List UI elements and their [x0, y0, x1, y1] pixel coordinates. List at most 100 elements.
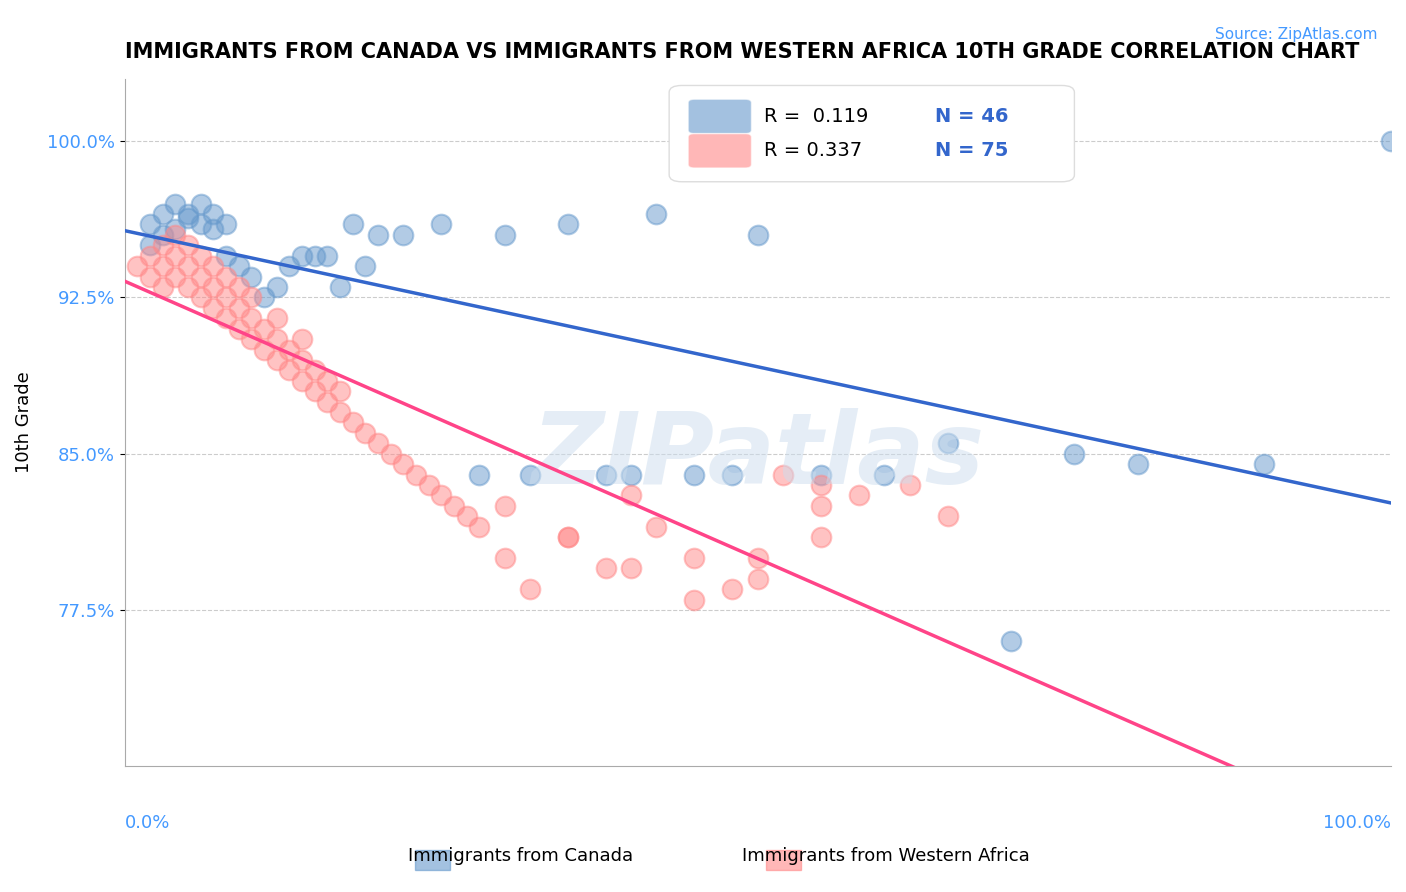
Point — [721, 467, 744, 482]
Point — [240, 311, 263, 326]
Point — [468, 467, 491, 482]
Point — [329, 280, 352, 294]
Point — [177, 259, 200, 273]
Point — [380, 447, 402, 461]
Point — [190, 196, 212, 211]
Point — [177, 280, 200, 294]
FancyBboxPatch shape — [688, 134, 751, 168]
Text: R = 0.337: R = 0.337 — [763, 141, 862, 161]
Point — [367, 436, 389, 450]
Point — [354, 425, 377, 440]
Point — [228, 301, 250, 315]
Point — [190, 269, 212, 284]
Point — [152, 259, 174, 273]
Point — [152, 238, 174, 252]
Point — [810, 478, 832, 492]
Point — [443, 499, 465, 513]
Point — [165, 196, 187, 211]
Point — [228, 321, 250, 335]
Point — [392, 227, 415, 242]
Point — [152, 207, 174, 221]
Point — [190, 249, 212, 263]
Point — [430, 488, 453, 502]
Point — [772, 467, 794, 482]
Point — [291, 353, 314, 368]
Point — [494, 550, 516, 565]
Text: 0.0%: 0.0% — [125, 814, 170, 832]
Point — [202, 301, 225, 315]
Point — [430, 218, 453, 232]
Point — [936, 436, 959, 450]
Point — [266, 353, 288, 368]
Point — [177, 207, 200, 221]
Point — [240, 269, 263, 284]
Text: Source: ZipAtlas.com: Source: ZipAtlas.com — [1215, 27, 1378, 42]
Point — [683, 592, 706, 607]
Point — [139, 218, 162, 232]
Point — [266, 332, 288, 346]
Point — [873, 467, 896, 482]
Point — [557, 530, 579, 544]
Point — [810, 467, 832, 482]
Point — [316, 374, 339, 388]
Point — [215, 290, 238, 304]
Point — [494, 227, 516, 242]
Point — [165, 269, 187, 284]
Point — [278, 343, 301, 357]
Point — [202, 221, 225, 235]
Point — [342, 416, 364, 430]
Point — [190, 218, 212, 232]
FancyBboxPatch shape — [669, 86, 1074, 182]
Point — [240, 332, 263, 346]
Point — [620, 561, 643, 575]
Point — [165, 221, 187, 235]
Point — [127, 259, 149, 273]
Point — [557, 530, 579, 544]
Point — [139, 269, 162, 284]
Point — [342, 218, 364, 232]
Text: 100.0%: 100.0% — [1323, 814, 1391, 832]
Point — [595, 467, 617, 482]
Point — [329, 405, 352, 419]
Text: IMMIGRANTS FROM CANADA VS IMMIGRANTS FROM WESTERN AFRICA 10TH GRADE CORRELATION : IMMIGRANTS FROM CANADA VS IMMIGRANTS FRO… — [125, 42, 1360, 62]
Point — [936, 509, 959, 524]
Point — [215, 249, 238, 263]
Point — [165, 249, 187, 263]
Point — [468, 519, 491, 533]
Point — [304, 384, 326, 399]
Point — [202, 259, 225, 273]
Point — [848, 488, 870, 502]
Point — [240, 290, 263, 304]
Point — [329, 384, 352, 399]
Point — [152, 227, 174, 242]
Point — [202, 207, 225, 221]
Y-axis label: 10th Grade: 10th Grade — [15, 372, 32, 474]
Point — [810, 530, 832, 544]
Point — [1379, 134, 1402, 148]
Point — [228, 259, 250, 273]
Point — [645, 519, 668, 533]
Point — [202, 280, 225, 294]
Point — [721, 582, 744, 597]
Point — [1126, 457, 1149, 471]
Point — [304, 249, 326, 263]
Point — [152, 280, 174, 294]
Point — [595, 561, 617, 575]
Point — [620, 467, 643, 482]
Point — [810, 499, 832, 513]
Point — [683, 467, 706, 482]
Text: Immigrants from Canada: Immigrants from Canada — [408, 847, 633, 865]
Point — [253, 290, 276, 304]
Point — [278, 259, 301, 273]
Point — [898, 478, 921, 492]
Point — [190, 290, 212, 304]
Point — [405, 467, 427, 482]
Point — [177, 211, 200, 226]
Point — [139, 249, 162, 263]
Point — [253, 321, 276, 335]
Text: R =  0.119: R = 0.119 — [763, 107, 869, 126]
Point — [215, 218, 238, 232]
Point — [215, 269, 238, 284]
Point — [177, 238, 200, 252]
Text: N = 75: N = 75 — [935, 141, 1008, 161]
